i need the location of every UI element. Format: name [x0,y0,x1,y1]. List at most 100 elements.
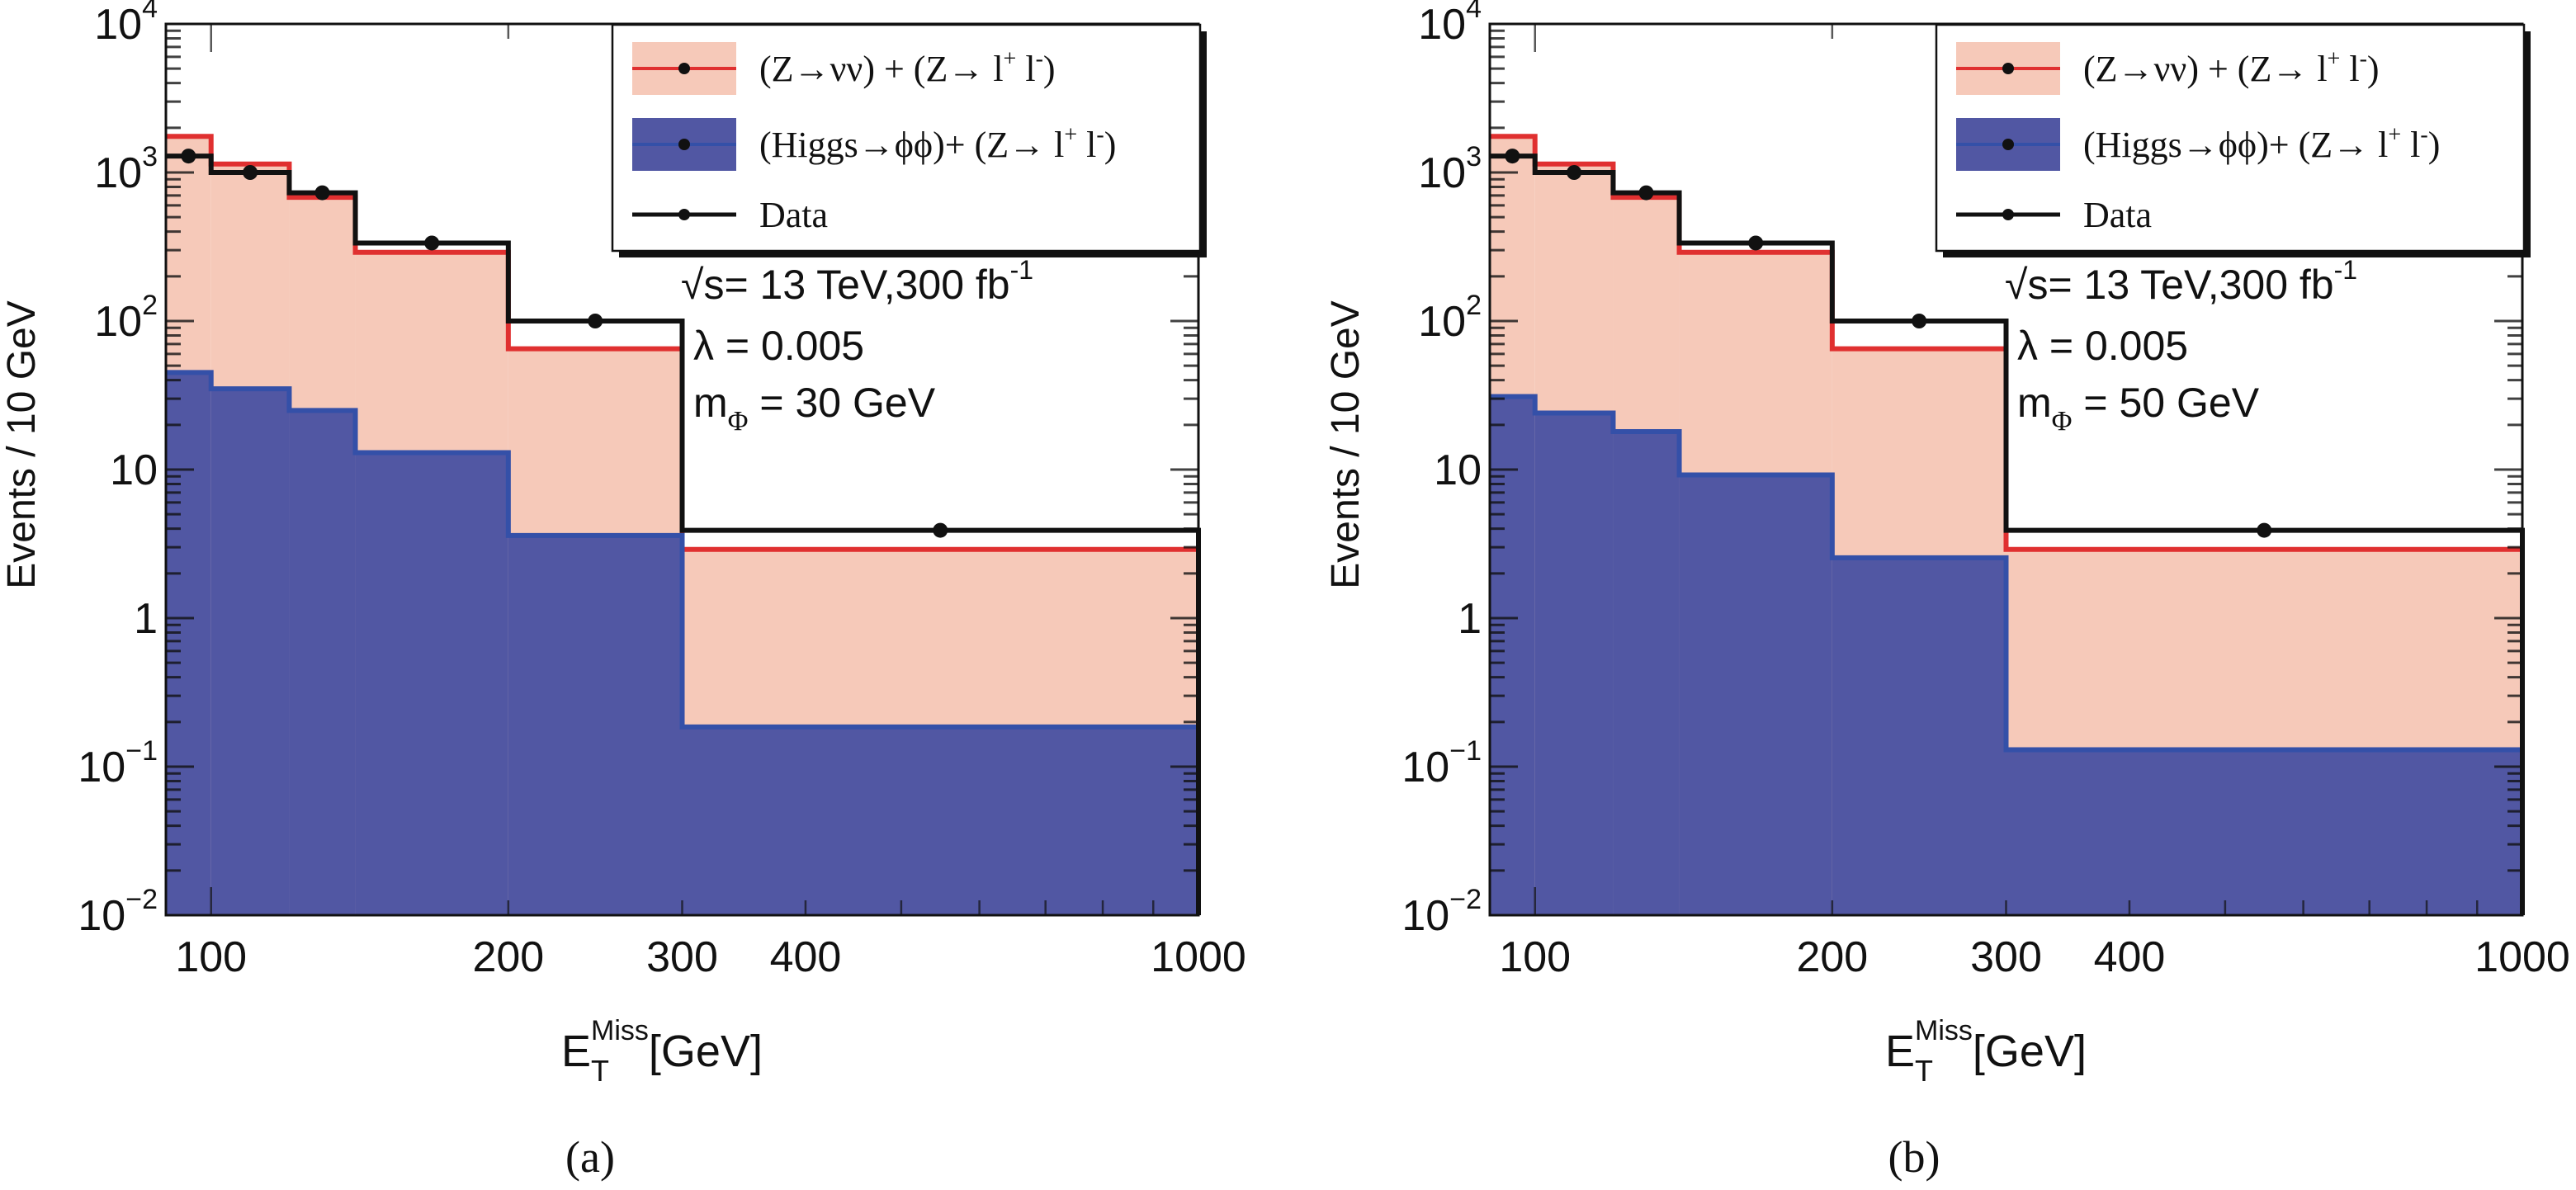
y-tick-label: 102 [1418,290,1482,346]
legend-label: Data [759,195,828,235]
legend-item: (Higgs→ϕϕ)+ (Z→ l+ l-) [1956,118,2440,171]
y-tick-label: 1 [134,595,158,643]
x-tick-label: 100 [1499,933,1571,981]
x-tick-label: 300 [646,933,718,981]
histogram-bar [355,452,508,915]
data-point [424,235,440,251]
legend-label-sup: + [2328,46,2341,72]
x-tick-label: 1000 [1151,933,1246,981]
x-title-superscript: Miss [591,1015,649,1046]
legend-label-sup: - [2420,122,2427,148]
series-signal [1490,394,2525,915]
data-point [588,314,603,328]
data-point [2257,522,2272,538]
histogram-bar [2006,749,2522,915]
y-tick-base: 1 [1458,595,1482,643]
y-axis-label: Events / 10 GeV [1324,300,1368,589]
x-title-main: E [1885,1027,1915,1076]
x-title-unit: [GeV] [1973,1027,2087,1076]
energy-text: √s= 13 TeV,300 fb [2005,262,2334,308]
legend-label-sup: + [1004,46,1017,72]
y-tick-label: 10 [110,446,158,494]
energy-superscript: -1 [2334,255,2357,285]
y-tick-base: 10 [1418,1,1466,49]
legend-label-sup: + [2388,122,2401,148]
legend-marker [678,139,690,150]
legend-label-main: (Higgs→ϕϕ)+ (Z→ l [2083,125,2388,165]
histogram-bar [1613,432,1680,915]
data-point [1567,165,1582,180]
x-tick-label: 400 [770,933,842,981]
y-tick-base: 10 [94,1,142,49]
x-title-subscript: T [591,1054,609,1088]
y-tick-base: 1 [134,595,158,643]
y-tick-label: 103 [1418,141,1482,197]
y-tick-base: 10 [94,298,142,346]
legend-item: Data [1956,195,2152,235]
y-tick-label: 104 [1418,0,1482,49]
data-step-line [1490,153,2525,915]
subplot-caption: (a) [565,1132,615,1182]
annotation-block: √s= 13 TeV,300 fb-1 λ = 0.005 mΦ = 50 GeV [2005,255,2357,437]
mass-symbol: m [693,380,728,426]
histogram-bar [1534,413,1614,915]
y-tick-exponent: 3 [142,141,158,172]
mass-value: = 30 GeV [749,380,936,426]
y-tick-exponent: 2 [142,290,158,321]
mass-subscript: Φ [2052,406,2073,437]
y-tick-exponent: −2 [125,884,158,915]
y-tick-base: 10 [1434,446,1482,494]
mass-value: = 50 GeV [2073,380,2260,426]
series-data [1490,149,2525,915]
subplot-caption: (b) [1888,1132,1940,1182]
legend-item: (Z→νν) + (Z→ l+ l-) [632,42,1056,95]
x-axis-title: ET Miss[GeV] [561,1015,763,1088]
mass-subscript: Φ [728,406,749,437]
histogram-bar [508,535,683,915]
y-tick-exponent: 4 [1466,0,1482,24]
legend-label: (Z→νν) + (Z→ l+ l-) [759,46,1056,89]
y-tick-label: 1 [1458,595,1482,643]
energy-lumi-annotation: √s= 13 TeV,300 fb-1 [2005,255,2357,308]
histogram-bar [1832,557,2006,915]
y-tick-label: 10 [1434,446,1482,494]
mass-annotation: mΦ = 30 GeV [693,380,936,437]
y-tick-base: 10 [1401,744,1449,791]
x-tick-label: 1000 [2474,933,2570,981]
legend-label-tail: ) [2428,125,2441,165]
energy-text: √s= 13 TeV,300 fb [681,262,1010,308]
y-tick-exponent: −1 [1449,735,1482,767]
histogram-outline [166,370,1201,915]
y-tick-label: 10−1 [78,735,158,791]
legend-item: (Higgs→ϕϕ)+ (Z→ l+ l-) [632,118,1116,171]
legend-marker [678,209,690,220]
legend-marker [2002,209,2014,220]
lambda-annotation: λ = 0.005 [693,323,864,369]
legend: (Z→νν) + (Z→ l+ l-)(Higgs→ϕϕ)+ (Z→ l+ l-… [1935,23,2531,257]
x-tick-label: 200 [472,933,544,981]
data-point [1912,314,1927,328]
y-tick-label: 104 [94,0,158,49]
series-data [166,149,1201,915]
mass-symbol: m [2017,380,2052,426]
legend-label-tail: ) [2367,49,2380,89]
legend-marker [2002,139,2014,150]
y-tick-exponent: −1 [125,735,158,767]
annotation-block: √s= 13 TeV,300 fb-1 λ = 0.005 mΦ = 30 GeV [681,255,1033,437]
histogram-outline [1490,394,2525,915]
data-point [933,522,948,538]
legend-item: (Z→νν) + (Z→ l+ l-) [1956,42,2380,95]
histogram-bar [166,372,211,915]
y-tick-exponent: 3 [1466,141,1482,172]
y-tick-exponent: −2 [1449,884,1482,915]
y-tick-exponent: 4 [142,0,158,24]
data-point [314,185,330,201]
y-axis-label: Events / 10 GeV [0,300,44,589]
energy-superscript: -1 [1010,255,1033,285]
y-tick-base: 10 [1418,298,1466,346]
data-point [243,165,258,180]
legend-label-main: (Z→νν) + (Z→ l [759,49,1004,89]
legend-marker [2002,63,2014,74]
